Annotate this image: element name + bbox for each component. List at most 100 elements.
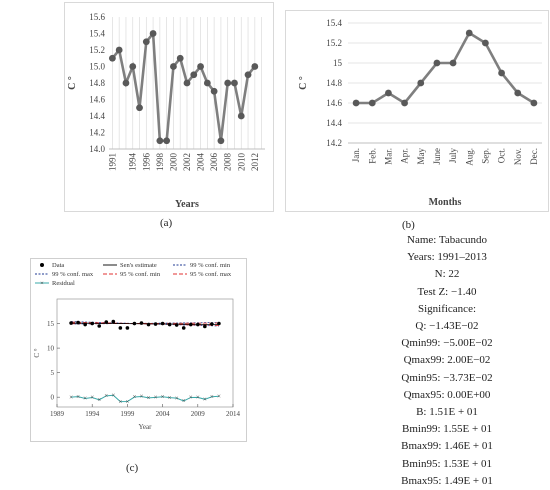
data-point [385,89,392,97]
stat-line: Bmax95: 1.49E + 01 [401,474,493,487]
data-point [108,54,116,62]
data-point [76,320,80,325]
y-tick-label: 15.0 [89,62,105,72]
legend-label: Sen's estimate [120,262,157,269]
x-tick-label: July [448,148,458,164]
chart-panel-c: Data Sen's estimate 99 % conf. min 99 % con… [30,258,247,442]
data-point [514,89,522,97]
data-point [176,54,184,62]
residual-point: × [147,394,151,402]
data-point [190,71,198,79]
y-axis-title: C ° [67,76,78,90]
legend-label: 95 % conf. min [120,271,161,278]
data-point [142,38,150,46]
x-tick-label: Oct. [497,148,507,163]
data-point [69,321,73,325]
data-point [368,99,376,107]
data-point [237,112,245,120]
y-tick-label: 0 [51,394,55,402]
legend-label: Data [52,262,64,269]
stat-line: Years: 1991–2013 [407,251,487,264]
data-point [352,99,360,107]
stat-line: Name: Tabacundo [407,234,487,246]
data-point [136,104,143,112]
series-line [111,30,256,143]
x-tick-label: 2009 [191,410,206,418]
data-point [97,324,102,328]
y-axis-title: C ° [298,76,309,90]
residual-point: × [210,393,214,401]
caption-c: (c) [126,462,139,474]
y-tick-label: 15.6 [89,12,105,22]
y-tick-label: 14.8 [89,78,105,88]
stat-line: Significance: [417,302,477,315]
data-point [146,322,151,327]
data-point [498,69,505,77]
x-tick-label: 2012 [250,153,260,171]
x-tick-label: 1994 [128,153,138,172]
data-point [482,39,489,47]
data-point [139,321,144,325]
y-tick-label: 14.6 [89,95,105,105]
legend-label: 99 % conf. max [52,271,94,278]
data-point [170,63,177,70]
data-point [129,63,137,70]
x-tick-label: 1994 [85,410,100,418]
residual-point: × [217,392,221,400]
x-tick-label: 1998 [155,153,165,172]
data-point [210,322,214,326]
data-point [196,322,200,327]
data-point [188,322,193,327]
residual-point: × [154,394,158,402]
y-tick-label: 15 [333,58,343,68]
x-tick-label: Dec. [529,148,539,165]
data-point [197,63,204,70]
residual-point: × [175,394,179,402]
data-point [231,79,238,87]
data-point [174,323,179,327]
y-tick-label: 15.2 [89,45,105,55]
y-tick-label: 14.2 [89,128,105,138]
plot-frame [56,298,234,408]
residual-point: × [76,393,80,401]
data-point [125,326,130,330]
stat-line: Qmax99: 2.00E−02 [403,354,491,367]
data-point [160,321,165,326]
data-point [217,321,221,326]
x-axis-title: Year [139,423,153,431]
y-tick-label: 15.2 [326,38,342,48]
data-point [83,322,87,327]
data-point [203,324,207,329]
x-tick-label: 2006 [209,153,219,172]
x-tick-label: Apr. [400,148,410,164]
sen-estimate-line [71,322,219,325]
residual-point: × [182,397,186,405]
x-tick-label: 1996 [141,153,151,172]
data-point [417,79,425,87]
data-point [465,29,473,37]
residual-line [71,394,219,403]
data-point [163,137,171,145]
x-tick-label: June [432,148,442,165]
legend-marker: × [40,280,44,287]
data-point [115,46,123,54]
x-tick-label: 2010 [236,153,246,172]
legend-label: Residual [52,280,75,287]
legend-label: 95 % conf. max [190,271,232,278]
data-point [224,79,232,87]
residual-point: × [203,395,207,403]
chart-c-svg: Data Sen's estimate 99 % conf. min 99 % con… [33,262,241,431]
x-tick-label: 2008 [223,153,233,172]
data-point [210,87,218,95]
y-tick-label: 10 [47,345,55,353]
residual-point: × [118,398,122,406]
y-tick-label: 15.4 [326,18,342,28]
y-axis-title: C ° [33,348,41,357]
x-tick-label: Mar. [383,148,393,165]
data-point [203,79,211,87]
legend-label: 99 % conf. min [190,262,231,269]
y-tick-label: 14.6 [326,98,342,108]
chart-panel-a: 14.0 14.2 14.4 14.6 14.8 15.0 15.2 15.4 15.6 1991… [64,2,274,212]
x-tick-label: 1991 [107,153,117,171]
x-tick-label: 2000 [168,153,178,172]
